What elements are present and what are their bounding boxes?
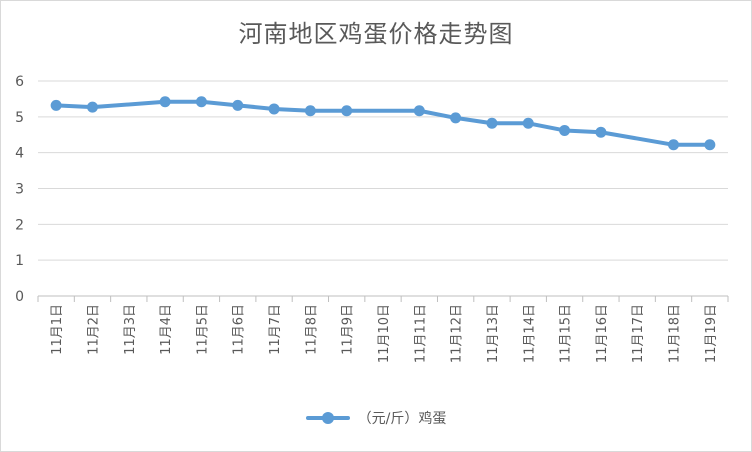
x-tick-label: 11月11日 bbox=[413, 304, 428, 363]
y-tick-label: 6 bbox=[15, 74, 24, 90]
data-point bbox=[232, 99, 244, 111]
x-tick-label: 11月2日 bbox=[86, 304, 101, 355]
legend-marker bbox=[305, 411, 350, 425]
data-point bbox=[522, 117, 534, 129]
x-tick-label: 11月12日 bbox=[450, 304, 465, 363]
x-tick-label: 11月3日 bbox=[123, 304, 138, 355]
data-point bbox=[50, 99, 62, 111]
data-point bbox=[159, 96, 171, 108]
x-tick-label: 11月1日 bbox=[50, 304, 65, 355]
x-tick-label: 11月13日 bbox=[486, 304, 501, 363]
x-tick-label: 11月7日 bbox=[268, 304, 283, 355]
data-point bbox=[668, 139, 680, 151]
x-tick-label: 11月5日 bbox=[195, 304, 210, 355]
data-point bbox=[559, 124, 571, 136]
x-tick-label: 11月15日 bbox=[559, 304, 574, 363]
data-point bbox=[304, 105, 316, 117]
data-point bbox=[268, 103, 280, 115]
x-tick-label: 11月4日 bbox=[159, 304, 174, 355]
chart-title: 河南地区鸡蛋价格走势图 bbox=[238, 20, 514, 48]
series-line bbox=[54, 99, 712, 147]
y-tick-label: 3 bbox=[15, 182, 24, 198]
x-tick-label: 11月17日 bbox=[631, 304, 646, 363]
data-point bbox=[450, 112, 462, 124]
data-point bbox=[86, 101, 98, 113]
y-tick-label: 4 bbox=[15, 146, 24, 162]
x-tick-label: 11月16日 bbox=[595, 304, 610, 363]
legend: （元/斤）鸡蛋 bbox=[0, 408, 752, 428]
x-tick-label: 11月8日 bbox=[304, 304, 319, 355]
data-point bbox=[704, 139, 716, 151]
x-tick-label: 11月14日 bbox=[522, 304, 537, 363]
x-tick-label: 11月9日 bbox=[341, 304, 356, 355]
y-tick-label: 2 bbox=[15, 217, 24, 233]
y-tick-label: 1 bbox=[15, 253, 24, 269]
data-point bbox=[486, 117, 498, 129]
x-tick-label: 11月19日 bbox=[704, 304, 719, 363]
y-tick-label: 5 bbox=[15, 110, 24, 126]
x-tick-label: 11月10日 bbox=[377, 304, 392, 363]
y-tick-label: 0 bbox=[15, 289, 24, 305]
data-point bbox=[595, 126, 607, 138]
data-point bbox=[413, 105, 425, 117]
data-point bbox=[195, 96, 207, 108]
x-tick-label: 11月18日 bbox=[668, 304, 683, 363]
legend-label: （元/斤）鸡蛋 bbox=[357, 411, 447, 427]
data-point bbox=[341, 105, 353, 117]
x-tick-label: 11月6日 bbox=[232, 304, 247, 355]
